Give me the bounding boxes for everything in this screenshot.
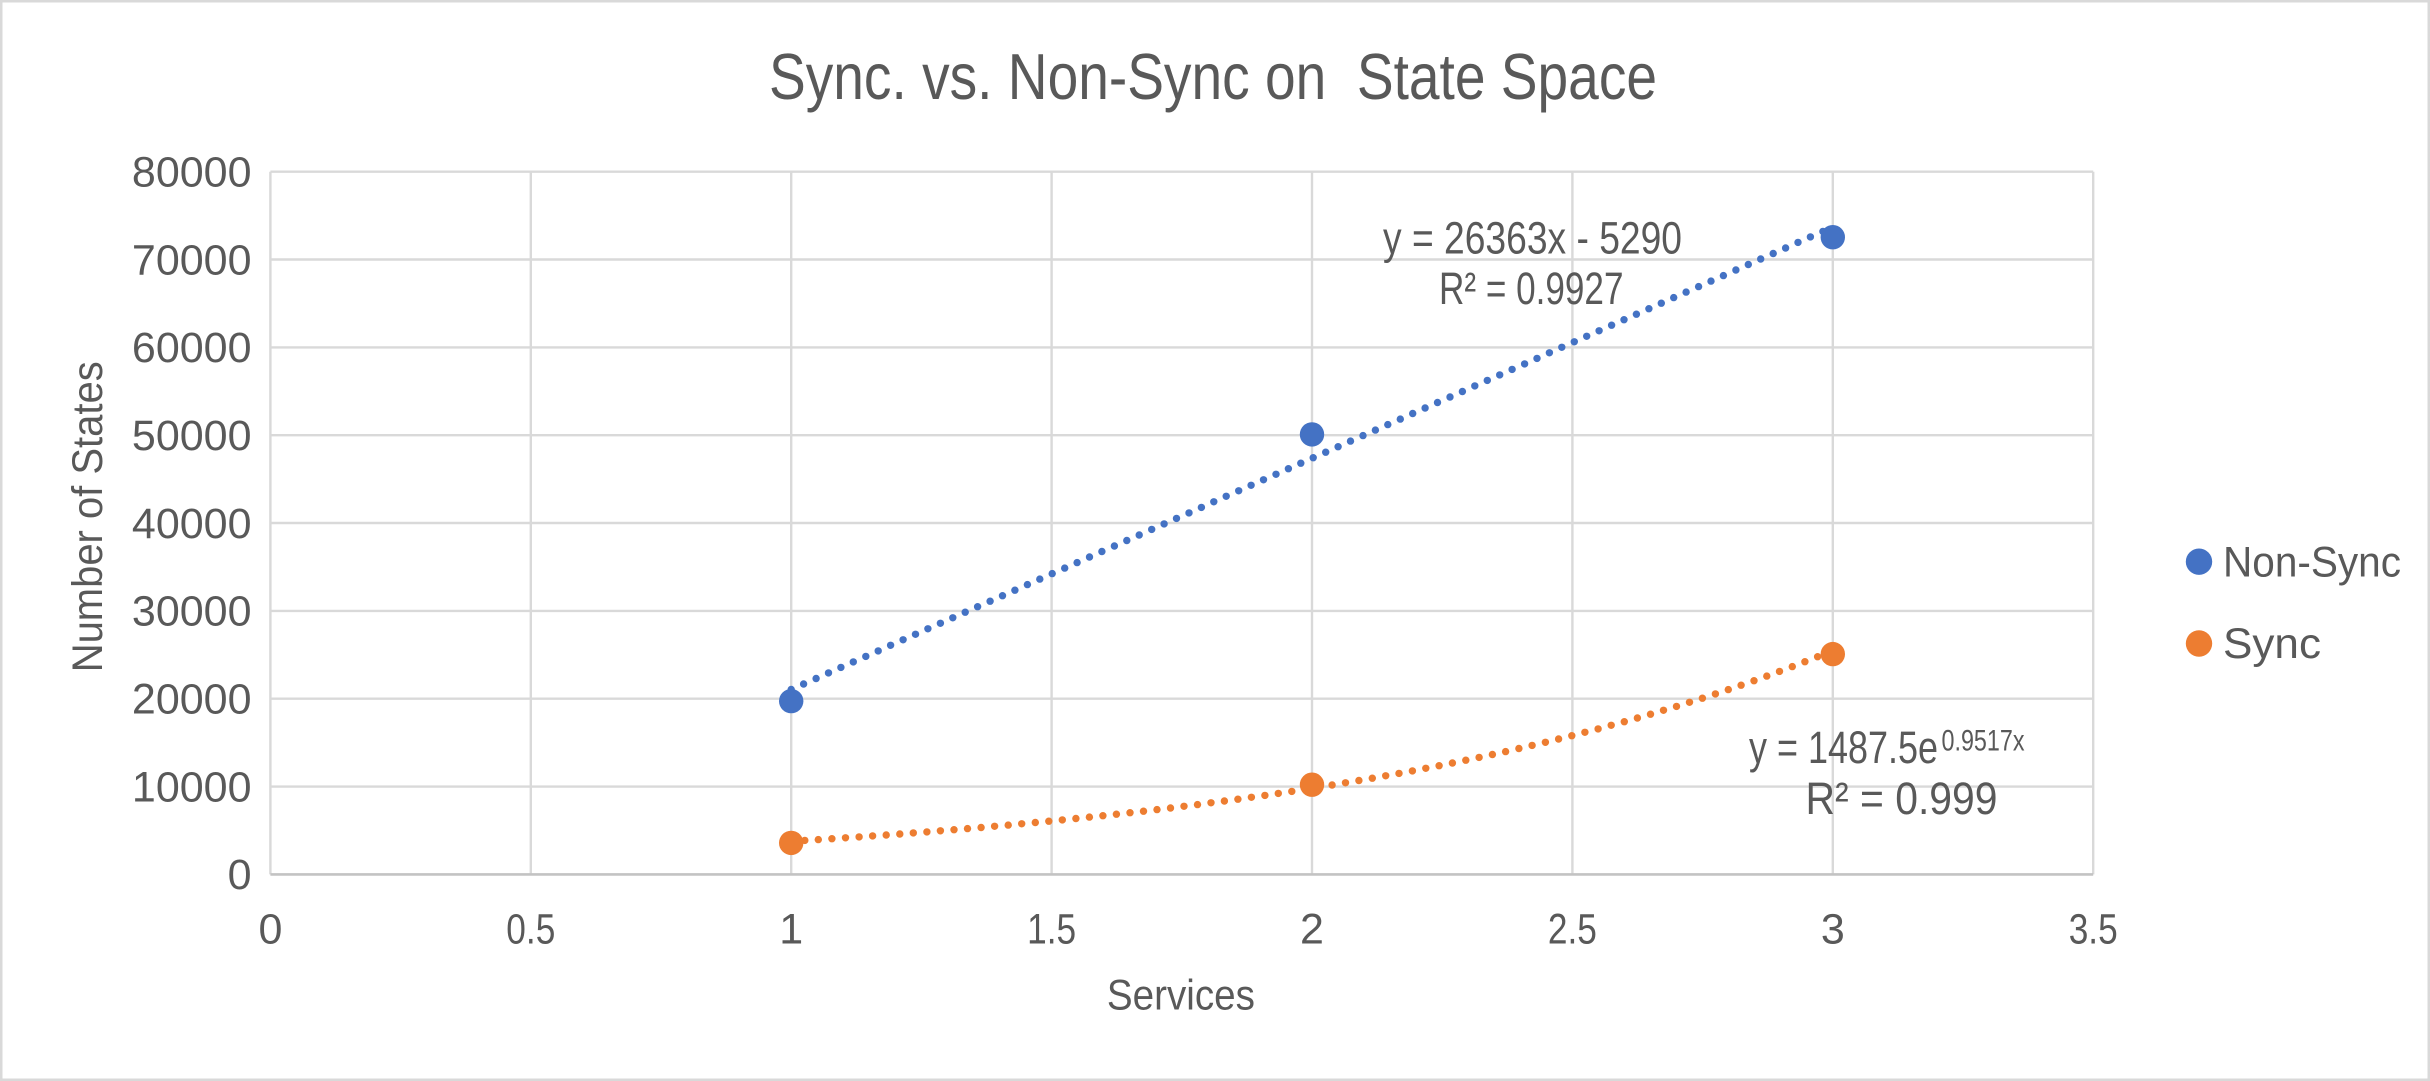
svg-text:3: 3: [1821, 906, 1845, 954]
svg-text:R² = 0.999: R² = 0.999: [1806, 773, 1998, 824]
svg-text:50000: 50000: [132, 412, 252, 460]
svg-text:y = 1487.5e: y = 1487.5e: [1749, 722, 1938, 773]
svg-text:20000: 20000: [132, 676, 252, 724]
svg-text:0: 0: [258, 906, 282, 954]
svg-text:R² = 0.9927: R² = 0.9927: [1439, 263, 1624, 314]
svg-text:Sync: Sync: [2223, 620, 2321, 668]
svg-text:1: 1: [779, 906, 803, 954]
svg-text:80000: 80000: [132, 149, 252, 197]
svg-text:2: 2: [1300, 906, 1324, 954]
svg-text:Services: Services: [1107, 972, 1255, 1020]
svg-text:60000: 60000: [132, 324, 252, 372]
svg-text:0: 0: [228, 851, 252, 899]
svg-text:0.5: 0.5: [506, 906, 555, 954]
svg-text:Number of States: Number of States: [64, 361, 112, 672]
svg-text:2.5: 2.5: [1548, 906, 1597, 954]
svg-text:30000: 30000: [132, 588, 252, 636]
svg-text:y = 26363x - 5290: y = 26363x - 5290: [1383, 213, 1682, 264]
svg-text:1.5: 1.5: [1027, 906, 1076, 954]
svg-text:3.5: 3.5: [2069, 906, 2118, 954]
svg-text:Non-Sync: Non-Sync: [2223, 538, 2401, 586]
svg-text:40000: 40000: [132, 500, 252, 548]
svg-text:0.9517x: 0.9517x: [1942, 725, 2025, 758]
svg-text:Sync. vs. Non-Sync on State S: Sync. vs. Non-Sync on State Space: [769, 40, 1657, 113]
svg-text:10000: 10000: [132, 763, 252, 811]
svg-text:70000: 70000: [132, 236, 252, 284]
